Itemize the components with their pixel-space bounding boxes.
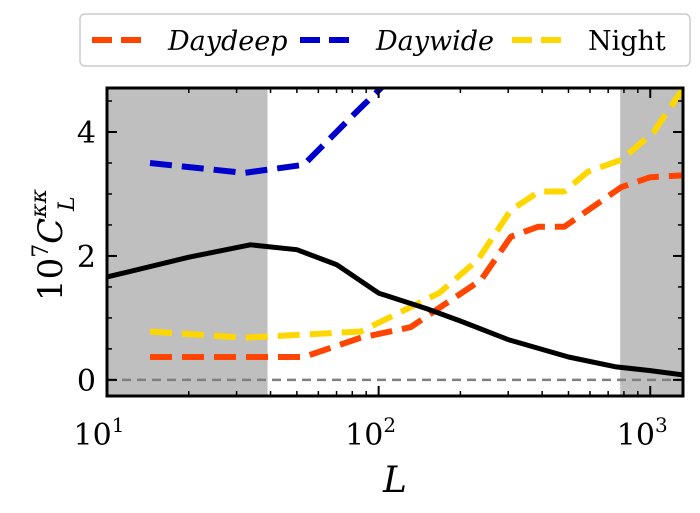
x-tick-label: 102 bbox=[345, 413, 396, 453]
x-tick-label: 101 bbox=[74, 413, 125, 453]
y-axis-label: 107Cκκ L bbox=[27, 188, 80, 301]
legend-label-daydeep: Daydeep bbox=[167, 26, 288, 57]
legend-label-daywide: Daywide bbox=[375, 26, 494, 57]
y-tick-label: 4 bbox=[77, 116, 96, 151]
y-tick-label: 2 bbox=[77, 240, 96, 275]
legend-label-night: Night bbox=[588, 26, 666, 57]
plot-frame bbox=[105, 86, 685, 398]
y-tick-label: 0 bbox=[77, 364, 96, 399]
series-line-theory bbox=[107, 242, 683, 378]
series-lines bbox=[107, 88, 683, 382]
legend: Daydeep Daywide Night bbox=[79, 13, 691, 67]
x-axis-label: L bbox=[382, 460, 407, 501]
shaded-regions bbox=[107, 88, 683, 396]
shaded-region bbox=[620, 88, 683, 396]
series-line-daydeep bbox=[150, 172, 683, 360]
x-tick-label: 103 bbox=[617, 413, 668, 453]
shaded-region bbox=[107, 88, 268, 396]
ticks: 101 102 103 0 2 4 bbox=[74, 88, 683, 453]
